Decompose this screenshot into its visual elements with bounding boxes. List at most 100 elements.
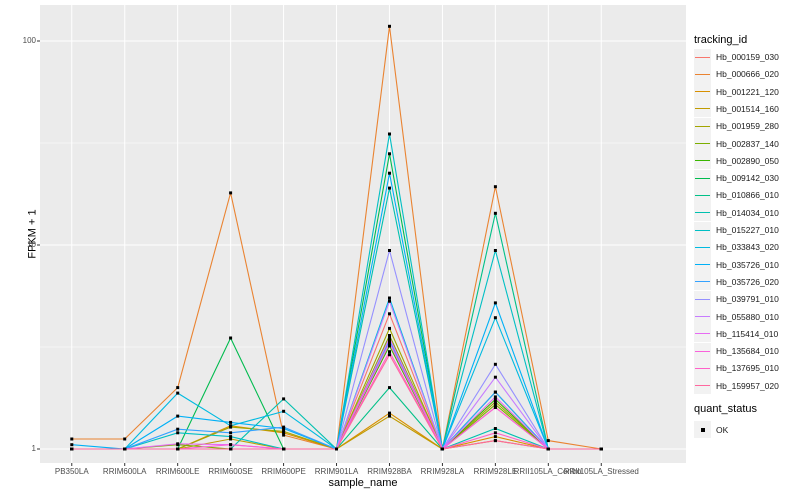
legend-title-quant-status: quant_status — [694, 403, 757, 415]
x-tick-label: RRIM600LA — [102, 467, 147, 476]
data-point — [335, 447, 338, 451]
legend-key-color-line — [695, 316, 710, 317]
data-point — [493, 301, 497, 305]
legend-item-label: Hb_039791_010 — [716, 294, 779, 305]
legend-item-label: Hb_002837_140 — [716, 138, 779, 149]
legend-key-line-icon — [694, 83, 711, 101]
data-point — [493, 405, 497, 409]
data-point — [388, 296, 391, 300]
data-point — [388, 249, 391, 252]
data-point — [388, 353, 391, 357]
legend-key-color-line — [695, 281, 710, 283]
data-point — [440, 447, 444, 451]
legend-key-color-line — [695, 56, 710, 58]
legend-key-color-line — [695, 385, 710, 387]
data-point — [229, 431, 233, 435]
data-point — [123, 437, 127, 441]
legend-key-color-line — [695, 177, 710, 179]
legend-item-Hb_115414_010: Hb_115414_010 — [694, 325, 779, 343]
legend-key-line-icon — [694, 325, 711, 343]
legend-key-color-line — [695, 212, 710, 214]
legend-key-line-icon — [694, 359, 711, 377]
legend-item-label: OK — [716, 424, 729, 435]
data-point — [388, 171, 391, 175]
data-point — [388, 414, 391, 418]
data-point — [388, 344, 391, 348]
legend-key-line-icon — [694, 135, 711, 152]
legend-key-color-line — [695, 91, 710, 93]
x-tick-label: PB350LA — [54, 467, 89, 476]
legend-key-color-line — [695, 108, 710, 110]
legend-item-label: Hb_001959_280 — [716, 121, 779, 132]
data-point — [70, 437, 74, 441]
y-tick-label: 10 — [27, 240, 36, 249]
x-tick-label: RRIM928LE — [473, 467, 518, 476]
data-point — [176, 391, 180, 395]
data-point — [70, 443, 74, 447]
legend-key-line-icon — [694, 273, 711, 291]
data-point — [493, 395, 497, 399]
x-tick-label: RRIM600SE — [208, 467, 253, 476]
x-tick-label: RRIM600LE — [155, 467, 200, 476]
data-point — [176, 386, 180, 390]
x-tick-label: RRIM901LA — [314, 467, 359, 476]
data-point — [229, 420, 233, 424]
legend-key-line-icon — [694, 342, 711, 360]
data-point — [282, 425, 286, 429]
x-tick-label: RRIM928BA — [367, 467, 412, 476]
legend-item-label: Hb_035726_020 — [716, 276, 779, 287]
legend-item-Hb_033843_020: Hb_033843_020 — [694, 238, 779, 256]
data-point — [388, 350, 391, 354]
legend-item-label: Hb_001514_160 — [716, 103, 779, 114]
data-point — [282, 397, 286, 401]
x-axis-title: sample_name — [328, 477, 398, 489]
legend-key-line-icon — [694, 100, 711, 118]
x-tick-label: RRIM928LA — [420, 467, 465, 476]
legend-key-color-line — [695, 160, 710, 162]
legend-item-label: Hb_000159_030 — [716, 52, 779, 62]
legend-item-label: Hb_159957_020 — [716, 380, 779, 391]
data-point — [493, 211, 497, 215]
legend-item-Hb_137695_010: Hb_137695_010 — [694, 359, 779, 377]
data-point — [176, 427, 180, 431]
legend-item-label: Hb_135684_010 — [716, 346, 779, 357]
legend-item-Hb_000159_030: Hb_000159_030 — [694, 48, 779, 66]
legend-item-label: Hb_055880_010 — [716, 311, 779, 322]
legend-item-label: Hb_015227_010 — [716, 225, 779, 235]
legend-key-line-icon — [694, 65, 711, 83]
x-tick-label: RRIM600PE — [261, 467, 306, 476]
data-point — [493, 375, 497, 379]
legend-key-line-icon — [694, 48, 711, 66]
legend-item-label: Hb_010866_010 — [716, 190, 779, 201]
data-point — [546, 447, 550, 451]
legend-key-line-icon — [694, 204, 711, 222]
legend-key-color-line — [695, 125, 710, 127]
filled-square-icon — [701, 428, 705, 432]
legend-item-Hb_035726_020: Hb_035726_020 — [694, 273, 779, 291]
legend-item-Hb_055880_010: Hb_055880_010 — [694, 308, 779, 325]
legend-item-Hb_159957_020: Hb_159957_020 — [694, 377, 779, 395]
legend-item-Hb_001959_280: Hb_001959_280 — [694, 117, 779, 135]
data-point — [282, 409, 286, 413]
data-point — [388, 336, 391, 340]
legend-key-color-line — [695, 264, 710, 266]
legend-key-square-icon — [694, 421, 711, 438]
data-point — [493, 431, 497, 435]
data-point — [282, 429, 286, 433]
data-point — [388, 152, 391, 156]
legend-key-line-icon — [694, 290, 711, 308]
legend-key-color-line — [695, 333, 710, 335]
legend-item-label: Hb_001221_120 — [716, 86, 779, 97]
data-point — [176, 414, 180, 418]
data-point — [493, 185, 497, 189]
legend-key-line-icon — [694, 152, 711, 170]
legend-key-line-icon — [694, 169, 711, 187]
data-point — [546, 439, 550, 443]
data-point — [599, 447, 603, 451]
legend-item-label: Hb_115414_010 — [716, 328, 779, 339]
legend-key-color-line — [695, 229, 710, 231]
legend-item-Hb_015227_010: Hb_015227_010 — [694, 221, 779, 239]
legend-item-Hb_001514_160: Hb_001514_160 — [694, 100, 779, 118]
